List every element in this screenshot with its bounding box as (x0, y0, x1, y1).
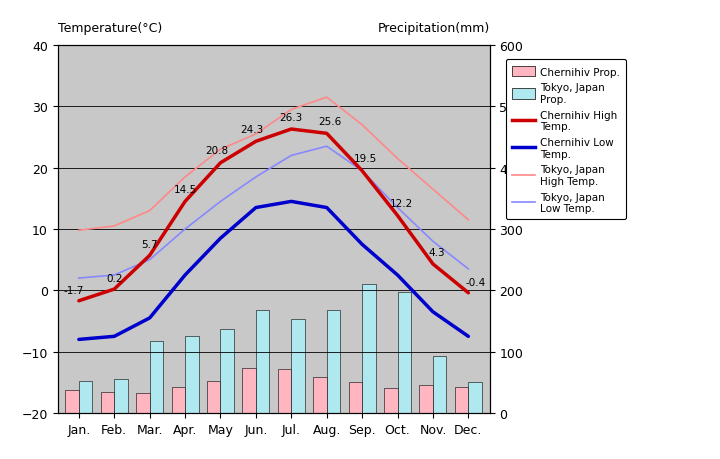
Text: 0.2: 0.2 (106, 274, 122, 283)
Text: 24.3: 24.3 (240, 125, 264, 134)
Bar (420, 385, 433, 413)
Bar (185, 336, 199, 413)
Bar (468, 382, 482, 413)
Bar (348, 382, 362, 413)
Bar (150, 341, 163, 413)
Text: 5.7: 5.7 (141, 240, 158, 250)
Text: 19.5: 19.5 (354, 154, 377, 164)
Bar (292, 319, 305, 413)
Text: -1.7: -1.7 (63, 285, 84, 295)
Text: 14.5: 14.5 (174, 185, 197, 195)
Bar (171, 387, 185, 413)
Bar (79, 381, 92, 413)
Bar (256, 310, 269, 413)
Bar (220, 329, 234, 413)
Bar (433, 356, 446, 413)
Bar (397, 292, 411, 413)
Text: 20.8: 20.8 (205, 146, 228, 156)
Bar (207, 381, 220, 413)
Bar (313, 378, 327, 413)
Bar (362, 285, 376, 413)
Text: 4.3: 4.3 (428, 247, 445, 257)
Bar (136, 393, 150, 413)
Bar (278, 369, 292, 413)
Text: 12.2: 12.2 (390, 199, 413, 209)
Bar (455, 387, 468, 413)
Text: 25.6: 25.6 (319, 117, 342, 127)
Legend: Chernihiv Prop., Tokyo, Japan
Prop., Chernihiv High
Temp., Chernihiv Low
Temp., : Chernihiv Prop., Tokyo, Japan Prop., Che… (505, 60, 626, 220)
Text: -0.4: -0.4 (465, 277, 485, 287)
Bar (243, 369, 256, 413)
Text: 26.3: 26.3 (279, 112, 303, 123)
Bar (66, 391, 79, 413)
Bar (384, 389, 397, 413)
Bar (327, 310, 340, 413)
Bar (101, 392, 114, 413)
Bar (114, 379, 127, 413)
Text: Temperature(°C): Temperature(°C) (58, 22, 162, 35)
Text: Precipitation(mm): Precipitation(mm) (377, 22, 490, 35)
